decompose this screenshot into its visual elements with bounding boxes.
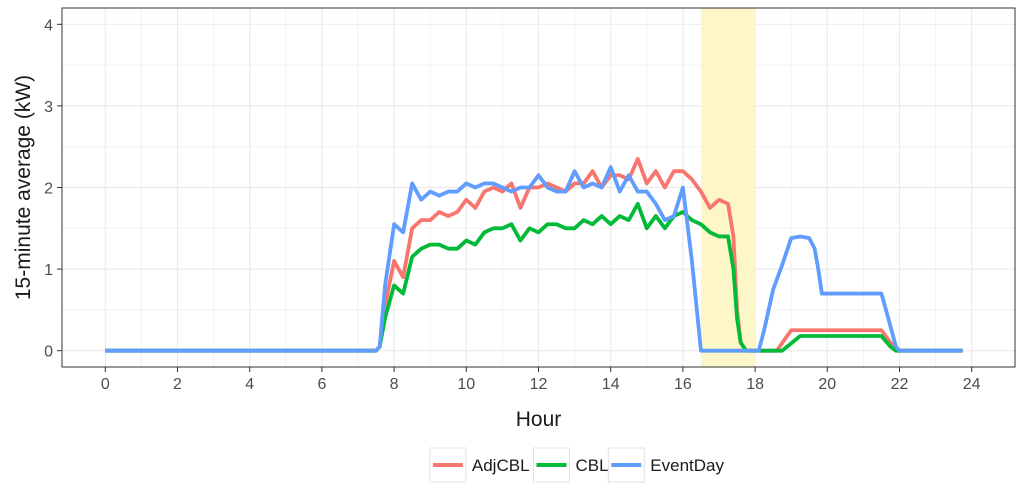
y-tick-label: 3 [44, 99, 53, 116]
legend: AdjCBL CBL EventDay [429, 447, 725, 483]
x-tick-label: 0 [101, 376, 110, 393]
y-axis: 0 1 2 3 4 [44, 17, 62, 361]
y-axis-title: 15-minute average (kW) [12, 75, 35, 300]
x-tick-label: 4 [245, 376, 254, 393]
series-line-cbl [105, 201, 963, 353]
x-axis-title: Hour [516, 408, 562, 431]
y-tick-label: 1 [44, 262, 53, 279]
plot-panel [61, 7, 1016, 368]
series-lines [105, 157, 963, 353]
x-tick-label: 20 [818, 376, 836, 393]
legend-label-cbl: CBL [576, 456, 609, 475]
x-tick-label: 10 [457, 376, 475, 393]
x-axis: 0 2 4 6 8 10 12 14 16 18 20 22 24 [101, 367, 981, 393]
y-tick-label: 2 [44, 181, 53, 198]
series-line-eventday [105, 165, 963, 353]
x-tick-label: 22 [891, 376, 909, 393]
y-tick-label: 4 [44, 17, 53, 34]
x-tick-label: 18 [746, 376, 764, 393]
x-tick-label: 12 [530, 376, 548, 393]
event-window-highlight [700, 8, 756, 367]
x-tick-label: 8 [390, 376, 399, 393]
x-tick-label: 24 [963, 376, 981, 393]
x-tick-label: 14 [602, 376, 620, 393]
x-tick-label: 16 [674, 376, 692, 393]
x-tick-label: 6 [317, 376, 326, 393]
x-tick-label: 2 [173, 376, 182, 393]
y-tick-label: 0 [44, 344, 53, 361]
legend-label-adjcbl: AdjCBL [472, 456, 530, 475]
legend-label-eventday: EventDay [650, 456, 724, 475]
